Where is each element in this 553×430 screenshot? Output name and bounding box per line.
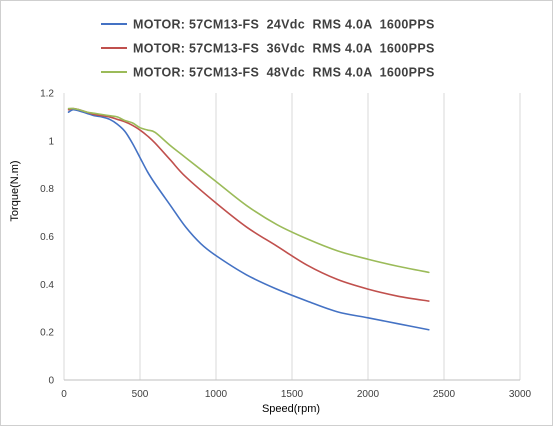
y-tick-label: 0.2 [40,328,54,339]
legend-label-2: MOTOR: 57CM13-FS 36Vdc RMS 4.0A 1600PPS [133,42,435,56]
x-tick-label: 0 [61,389,67,400]
legend-label-1: MOTOR: 57CM13-FS 24Vdc RMS 4.0A 1600PPS [133,18,435,32]
x-tick-label: 1500 [281,389,304,400]
x-tick-label: 500 [132,389,149,400]
legend-label-3: MOTOR: 57CM13-FS 48Vdc RMS 4.0A 1600PPS [133,66,435,80]
x-tick-label: 1000 [205,389,228,400]
y-tick-label: 1.2 [40,89,54,100]
series-line-2 [67,107,430,302]
axis-layer: 0 500 1000 1500 2000 2500 3000 0 0.2 0.4 0.6 0.8 1 1.… [40,89,531,401]
x-tick-label: 2000 [357,389,380,400]
grid-layer [139,93,521,380]
y-tick-label: 0 [48,376,54,387]
series-line-1 [67,108,430,331]
y-tick-label: 0.6 [40,232,54,243]
y-axis-title: Torque(N.m) [9,160,21,221]
y-tick-label: 1 [48,136,54,147]
series-layer [67,107,430,331]
legend: MOTOR: 57CM13-FS 24Vdc RMS 4.0A 1600PPS M… [101,18,435,80]
x-axis-title: Speed(rpm) [262,403,320,415]
y-tick-label: 0.8 [40,184,54,195]
y-tick-label: 0.4 [40,280,54,291]
series-line-3 [67,107,430,274]
x-tick-label: 2500 [433,389,456,400]
x-tick-label: 3000 [509,389,532,400]
